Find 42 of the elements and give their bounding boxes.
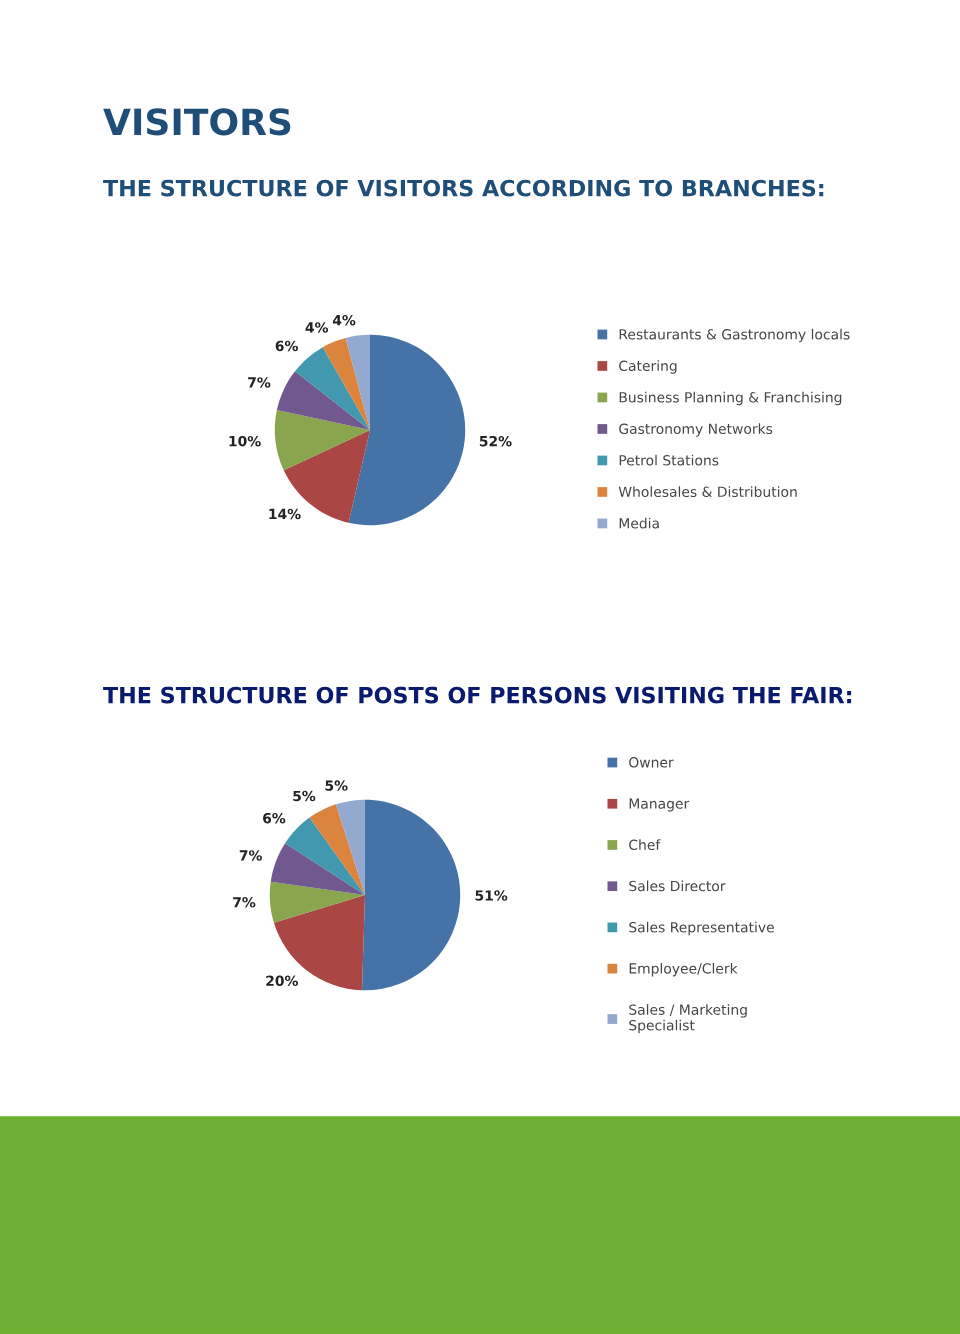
legend-label: Manager [629, 798, 690, 812]
pie-slice [270, 843, 365, 895]
data-label: 6% [275, 340, 298, 352]
data-label: 7% [248, 377, 271, 388]
legend-label: Business Planning & Franchising [619, 391, 842, 406]
chart-title: THE STRUCTURE OF POSTS OF PERSONS VISITING THE FAIR: [103, 686, 852, 704]
legend-label: Catering [619, 360, 677, 374]
pie-slice [285, 817, 365, 895]
legend-label: Restaurants & Gastronomy locals [619, 328, 850, 343]
pie-slice [276, 371, 370, 430]
data-label: 52% [479, 435, 512, 447]
data-label: 7% [233, 897, 256, 908]
legend-label: Sales Representative [629, 921, 774, 936]
legend-label: Employee/Clerk [629, 962, 738, 977]
data-label: 5% [325, 780, 348, 791]
legend-label: Petrol Stations [619, 454, 719, 466]
pie-slice [362, 799, 461, 991]
legend-label: Gastronomy Networks [619, 423, 773, 437]
pie-slice [274, 410, 370, 471]
data-label: 4% [332, 314, 356, 326]
pie-slice [335, 799, 365, 895]
legend-label: Chef [629, 839, 661, 851]
legend-label: Media [619, 517, 659, 529]
pie-slice [269, 881, 365, 923]
legend-label: Sales / Marketing Specialist [629, 1004, 747, 1034]
pie-slice [309, 804, 365, 895]
legend-label: Sales Director [629, 880, 726, 892]
data-label: 14% [269, 508, 301, 520]
pie-slice [345, 334, 370, 430]
data-label: 51% [475, 890, 508, 901]
data-label: 6% [263, 812, 286, 824]
data-label: 20% [266, 975, 298, 987]
data-label: 7% [239, 850, 262, 861]
pie-slice [348, 334, 466, 526]
data-label: 5% [293, 790, 316, 802]
data-label: 10% [229, 435, 261, 447]
chart-title: VISITORS [103, 108, 291, 136]
data-label: 4% [305, 322, 329, 333]
pie-slice [322, 337, 370, 430]
legend-label: Wholesales & Distribution [618, 486, 797, 498]
legend-label: Owner [629, 757, 674, 768]
chart-subtitle: THE STRUCTURE OF VISITORS ACCORDING TO BRANCHES: [103, 179, 824, 197]
